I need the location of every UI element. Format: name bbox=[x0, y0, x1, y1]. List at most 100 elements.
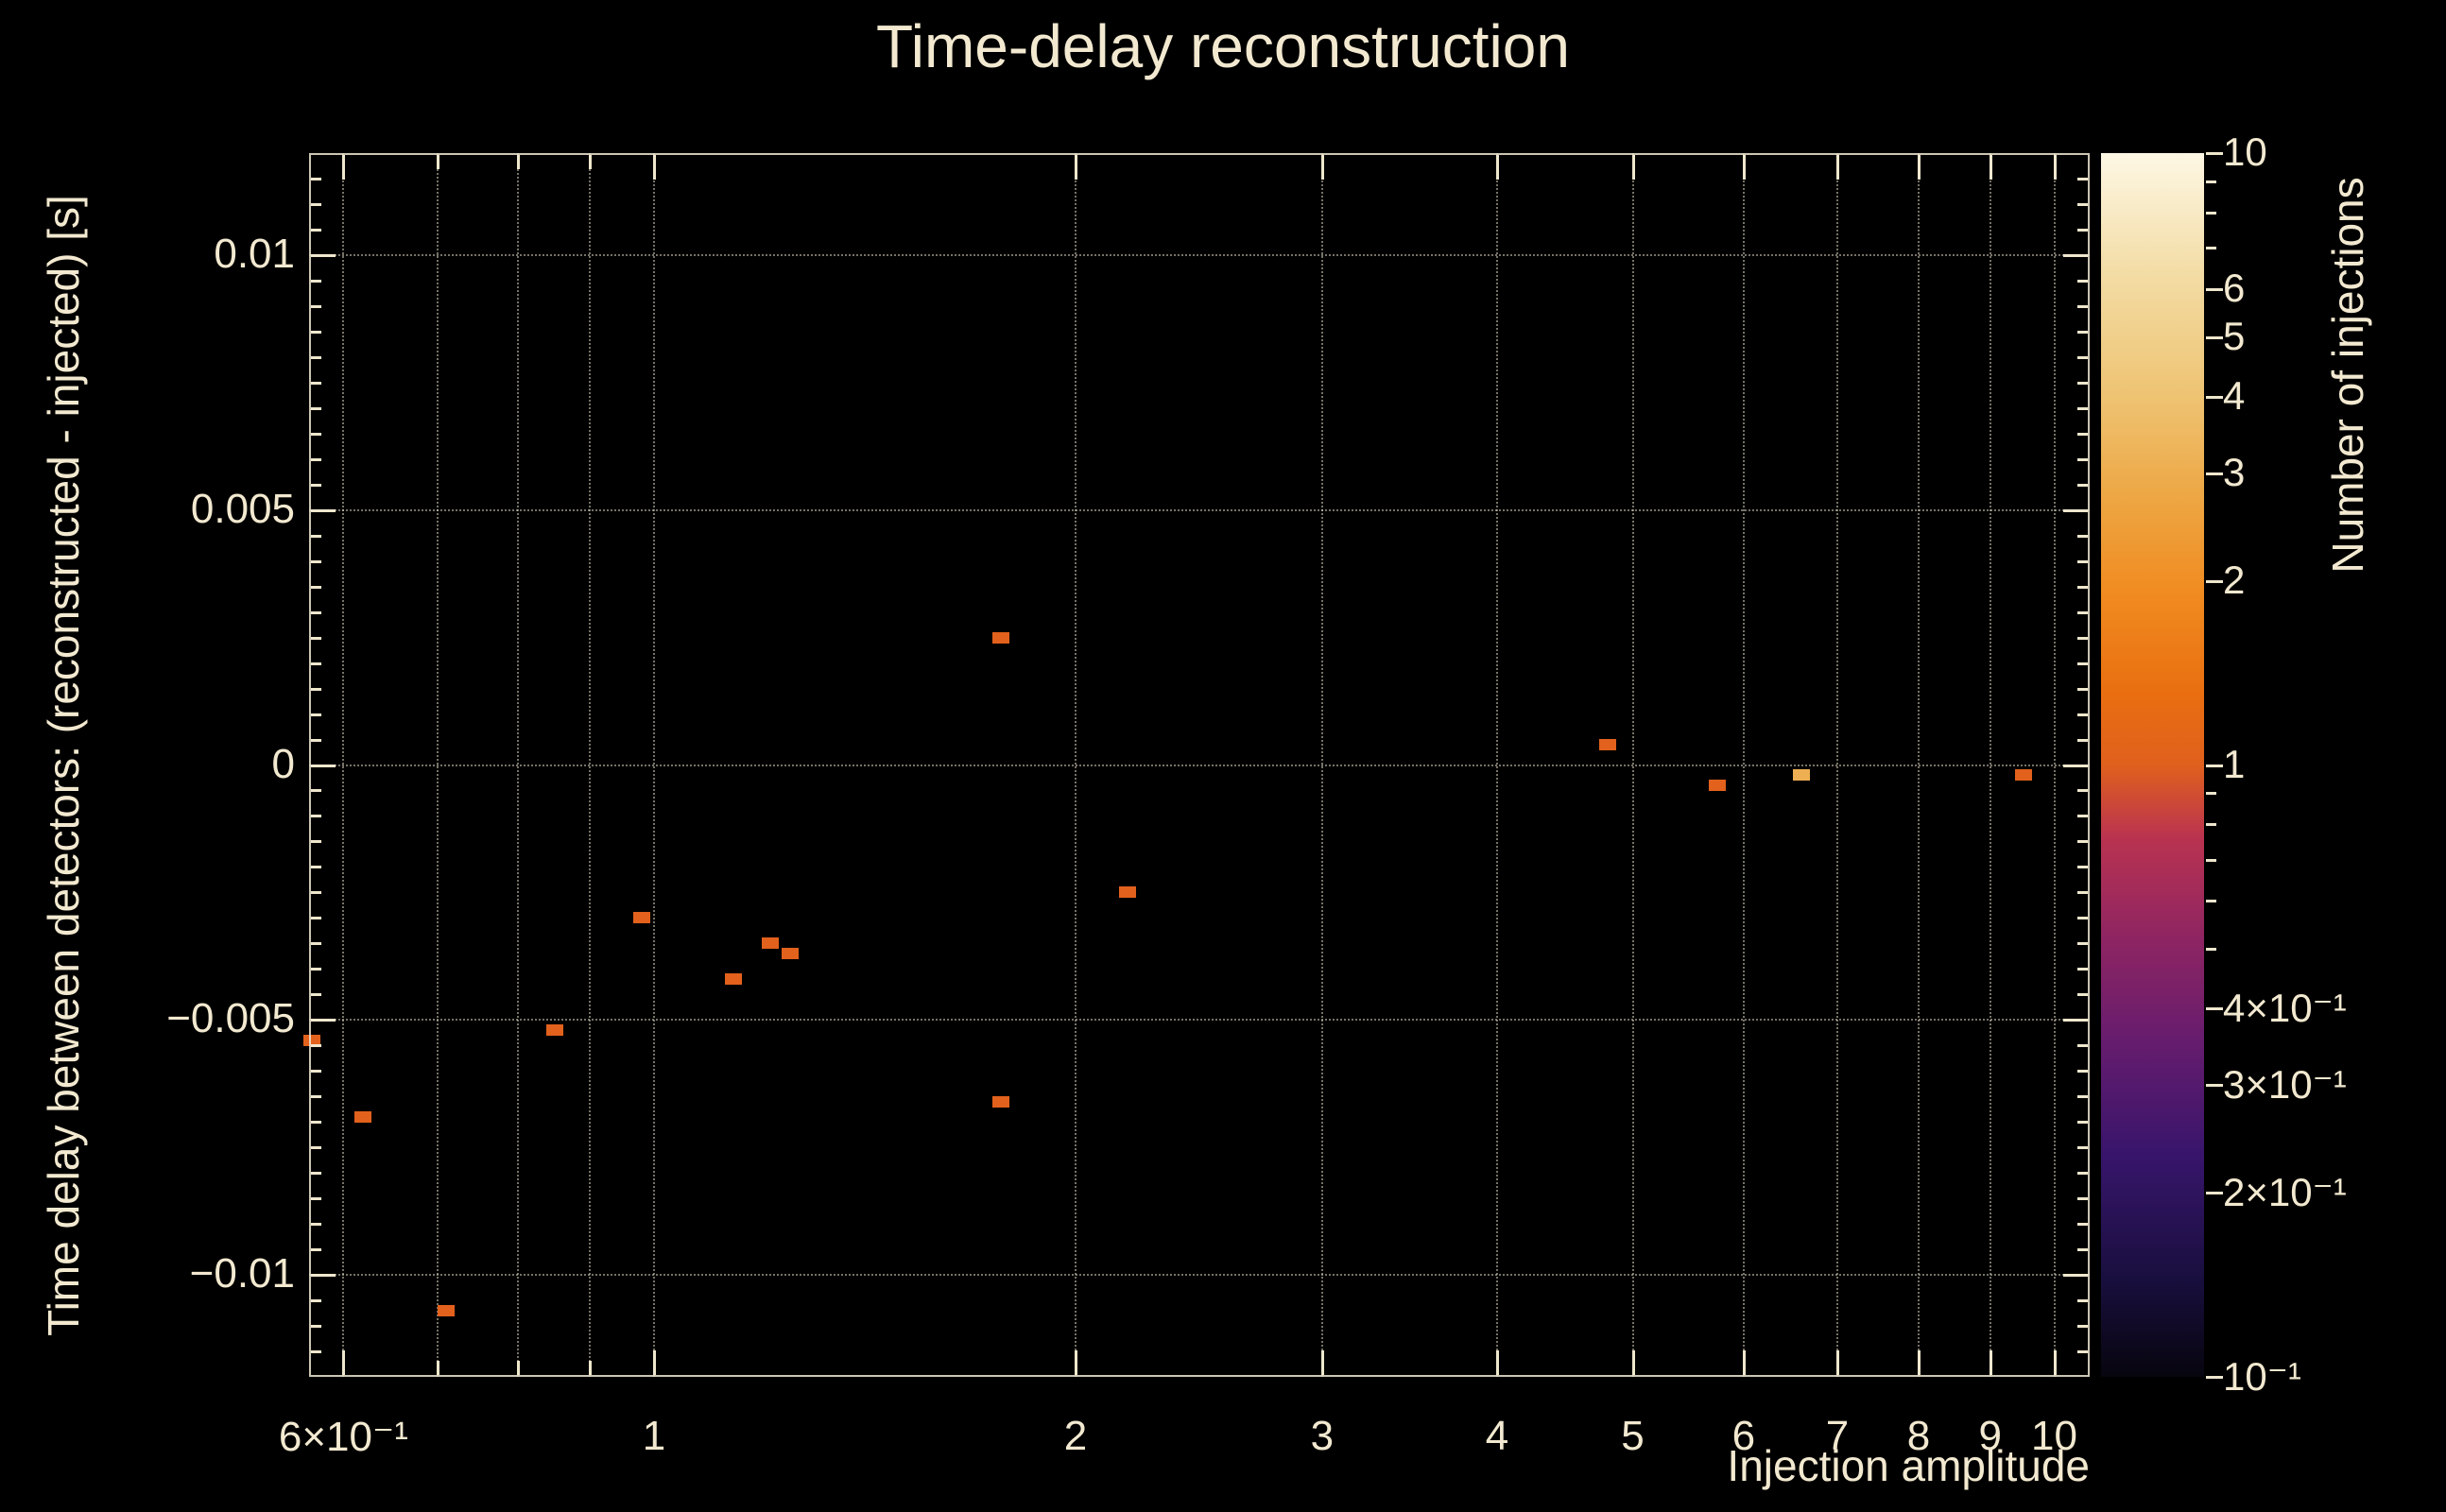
colorbar-tick-label: 10⁻¹ bbox=[2223, 1354, 2301, 1399]
x-tick-label: 6 bbox=[1731, 1413, 1756, 1459]
x-tick bbox=[436, 1361, 439, 1375]
y-tick bbox=[2077, 202, 2088, 206]
y-tick bbox=[2077, 1223, 2088, 1227]
colorbar-tick bbox=[2206, 395, 2223, 399]
y-tick bbox=[2077, 304, 2088, 308]
y-tick bbox=[311, 1274, 336, 1278]
y-gridline bbox=[309, 1019, 2090, 1022]
y-tick bbox=[311, 279, 321, 283]
x-tick bbox=[342, 1350, 346, 1375]
y-gridline bbox=[309, 508, 2090, 511]
y-tick bbox=[2077, 355, 2088, 359]
y-tick bbox=[311, 891, 321, 895]
colorbar-tick-label: 2×10⁻¹ bbox=[2223, 1170, 2347, 1215]
colorbar-tick bbox=[2206, 858, 2216, 862]
colorbar-tick bbox=[2206, 1376, 2223, 1379]
y-tick bbox=[2077, 636, 2088, 640]
y-tick bbox=[311, 687, 321, 691]
x-tick bbox=[1742, 1350, 1746, 1375]
y-tick bbox=[311, 1095, 321, 1099]
y-tick bbox=[311, 815, 321, 818]
x-tick bbox=[1320, 1350, 1324, 1375]
colorbar-tick-label: 3 bbox=[2223, 449, 2246, 494]
y-tick bbox=[2077, 432, 2088, 436]
data-point bbox=[725, 973, 743, 986]
y-tick bbox=[311, 355, 321, 359]
colorbar-tick-label: 3×10⁻¹ bbox=[2223, 1062, 2347, 1108]
colorbar-tick-label: 2 bbox=[2223, 557, 2246, 602]
colorbar-tick-label: 6 bbox=[2223, 265, 2246, 310]
y-tick bbox=[2063, 1019, 2088, 1022]
y-tick bbox=[2063, 764, 2088, 767]
y-tick bbox=[2077, 968, 2088, 971]
colorbar-tick bbox=[2206, 823, 2216, 827]
x-tick bbox=[1075, 1350, 1078, 1375]
chart-title: Time-delay reconstruction bbox=[876, 12, 1570, 80]
x-tick bbox=[1742, 155, 1746, 180]
y-tick bbox=[2077, 866, 2088, 869]
y-tick-label: 0 bbox=[271, 740, 295, 787]
x-tick bbox=[2053, 155, 2057, 180]
y-tick bbox=[2077, 687, 2088, 691]
y-tick bbox=[2077, 1197, 2088, 1201]
data-point bbox=[992, 1095, 1010, 1108]
colorbar-tick bbox=[2206, 472, 2223, 475]
x-tick-label: 10 bbox=[2031, 1413, 2077, 1459]
x-tick bbox=[1917, 1350, 1921, 1375]
x-tick-label: 4 bbox=[1485, 1413, 1509, 1459]
y-tick bbox=[311, 228, 321, 232]
y-tick bbox=[2077, 228, 2088, 232]
y-tick bbox=[311, 1299, 321, 1303]
y-tick bbox=[311, 457, 321, 461]
colorbar-tick bbox=[2206, 579, 2223, 583]
x-tick bbox=[1631, 1350, 1635, 1375]
y-tick-label: 0.005 bbox=[190, 485, 295, 532]
colorbar-tick bbox=[2206, 1007, 2223, 1011]
y-tick bbox=[2077, 1095, 2088, 1099]
data-point bbox=[1599, 738, 1617, 750]
y-tick bbox=[2077, 1044, 2088, 1048]
colorbar-tick bbox=[2206, 764, 2223, 767]
y-tick bbox=[2077, 840, 2088, 844]
x-tick bbox=[1989, 1350, 1992, 1375]
colorbar-tick bbox=[2206, 287, 2223, 291]
y-tick bbox=[311, 840, 321, 844]
y-tick bbox=[311, 764, 336, 767]
colorbar-tick-label: 10 bbox=[2223, 129, 2267, 174]
y-tick bbox=[2077, 713, 2088, 716]
x-axis-title: Injection amplitude bbox=[1727, 1441, 2090, 1490]
x-tick bbox=[517, 155, 521, 169]
colorbar-tick-label: 1 bbox=[2223, 741, 2246, 786]
data-point bbox=[2014, 769, 2032, 782]
x-tick bbox=[342, 155, 346, 180]
y-tick bbox=[311, 1350, 321, 1354]
data-point bbox=[761, 937, 779, 950]
data-point bbox=[633, 912, 651, 924]
data-point bbox=[437, 1304, 455, 1316]
y-tick bbox=[311, 993, 321, 997]
y-tick bbox=[311, 406, 321, 410]
colorbar-tick bbox=[2206, 211, 2216, 215]
y-tick bbox=[2077, 1146, 2088, 1150]
x-tick bbox=[1075, 155, 1078, 180]
colorbar-tick bbox=[2206, 335, 2223, 339]
x-tick bbox=[589, 1361, 593, 1375]
y-tick bbox=[2077, 406, 2088, 410]
y-tick bbox=[2077, 1172, 2088, 1176]
y-tick bbox=[311, 1223, 321, 1227]
y-tick bbox=[2077, 457, 2088, 461]
y-tick bbox=[2077, 815, 2088, 818]
y-tick bbox=[2077, 942, 2088, 946]
x-tick bbox=[653, 155, 657, 180]
colorbar-tick bbox=[2206, 152, 2223, 155]
y-tick bbox=[311, 534, 321, 538]
y-tick bbox=[2077, 1121, 2088, 1125]
y-tick bbox=[2077, 662, 2088, 665]
y-tick bbox=[2077, 279, 2088, 283]
y-tick bbox=[2077, 738, 2088, 742]
y-tick bbox=[311, 1248, 321, 1252]
x-tick-label: 2 bbox=[1063, 1413, 1088, 1459]
x-tick bbox=[517, 1361, 521, 1375]
x-tick-label: 1 bbox=[642, 1413, 666, 1459]
